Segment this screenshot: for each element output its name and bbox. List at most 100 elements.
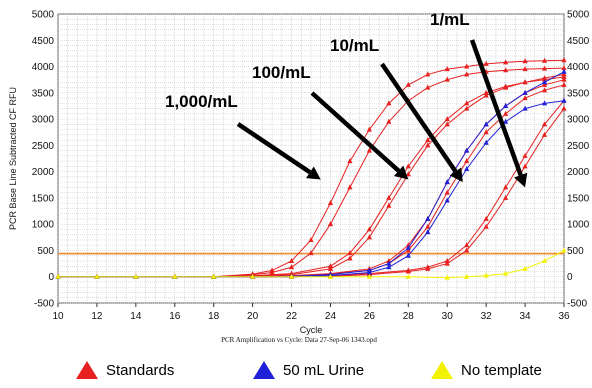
data-point-standards (483, 129, 489, 135)
data-point-urine (541, 79, 548, 85)
annotation-arrow (380, 62, 458, 173)
y-tick-label-right: 2500 (567, 141, 590, 152)
data-point-urine (541, 100, 548, 106)
annotation-arrow (236, 122, 312, 175)
y-tick-label-right: 1500 (567, 193, 590, 204)
data-point-standards (483, 89, 489, 95)
legend-label: 50 mL Urine (283, 361, 365, 379)
data-point-urine (464, 147, 470, 153)
data-point-standards (405, 163, 411, 169)
data-point-no_template (94, 273, 100, 279)
y-tick-label-left: 3000 (32, 115, 55, 126)
data-point-standards (425, 137, 431, 143)
data-point-standards (522, 95, 528, 101)
data-point-no_template (464, 273, 470, 279)
data-point-standards (541, 57, 548, 63)
data-point-standards (464, 247, 470, 253)
data-point-no_template (561, 247, 567, 253)
data-point-standards (464, 63, 470, 69)
data-point-standards (483, 60, 489, 66)
data-point-standards (444, 121, 450, 127)
data-point-urine (405, 252, 411, 258)
legend-label: No template (461, 361, 542, 379)
x-tick-label: 28 (403, 311, 415, 322)
y-tick-label-right: 2000 (567, 167, 590, 178)
x-tick-label: 34 (520, 311, 532, 322)
data-point-no_template (211, 273, 217, 279)
y-tick-label-right: 1000 (567, 220, 590, 231)
x-tick-label: 32 (481, 311, 493, 322)
data-point-standards (541, 65, 548, 71)
data-point-urine (386, 264, 392, 270)
data-point-standards (483, 215, 489, 221)
data-point-standards (522, 79, 528, 85)
data-point-standards (541, 87, 548, 93)
data-point-standards (541, 81, 548, 87)
yellow-triangle-icon (431, 361, 453, 379)
x-tick-label: 26 (364, 311, 376, 322)
legend-label: Standards (106, 361, 175, 379)
legend: Standards 50 mL Urine No template (0, 361, 592, 385)
data-point-standards (503, 67, 509, 73)
data-point-urine (522, 89, 528, 95)
x-tick-label: 30 (442, 311, 454, 322)
data-point-no_template (522, 265, 528, 271)
data-point-standards (386, 194, 392, 200)
data-point-urine (386, 260, 392, 266)
data-point-urine (464, 166, 470, 172)
data-point-no_template (483, 272, 489, 278)
y-tick-label-right: 5000 (567, 10, 590, 21)
data-point-standards (503, 110, 509, 116)
data-point-urine (503, 118, 509, 124)
data-point-standards (308, 250, 314, 256)
data-point-urine (561, 68, 567, 74)
y-tick-label-left: 4000 (32, 62, 55, 73)
chart-caption: PCR Amplification vs Cycle: Data 27-Sep-… (221, 336, 377, 344)
data-point-standards (561, 74, 567, 80)
legend-item-no-template: No template (431, 361, 542, 379)
blue-triangle-icon (253, 361, 275, 379)
data-point-no_template (366, 273, 372, 279)
data-point-standards (405, 171, 411, 177)
data-point-standards (444, 66, 450, 72)
y-tick-label-left: 4500 (32, 36, 55, 47)
y-tick-label-right: 3500 (567, 88, 590, 99)
data-point-standards (503, 84, 509, 90)
data-point-no_template (327, 273, 334, 279)
data-point-no_template (55, 273, 61, 279)
data-point-standards (425, 84, 431, 90)
data-point-standards (347, 255, 353, 261)
y-tick-label-left: 1500 (32, 193, 55, 204)
data-point-standards (366, 226, 372, 232)
data-point-standards (288, 257, 295, 263)
x-tick-label: 10 (52, 311, 64, 322)
y-axis-label: PCR Base Line Subtracted CF RFU (8, 87, 18, 230)
data-point-standards (561, 105, 567, 111)
data-point-urine (483, 121, 489, 127)
data-point-standards (464, 71, 470, 77)
data-point-no_template (250, 273, 256, 279)
data-point-urine (444, 197, 450, 203)
data-point-no_template (444, 274, 450, 280)
y-tick-label-right: 0 (567, 272, 573, 283)
annotation-arrowhead (514, 172, 528, 188)
x-tick-label: 24 (325, 311, 337, 322)
data-point-standards (503, 194, 509, 200)
data-point-standards (425, 223, 431, 229)
annotation-arrowhead (449, 167, 463, 183)
data-point-standards (366, 126, 372, 132)
data-point-standards (444, 260, 450, 266)
data-point-standards (444, 116, 450, 122)
y-tick-label-left: 0 (48, 272, 54, 283)
data-point-standards (541, 75, 548, 81)
data-point-no_template (172, 273, 178, 279)
data-point-standards (541, 121, 548, 127)
x-tick-label: 12 (91, 311, 103, 322)
data-point-standards (288, 264, 295, 270)
x-tick-label: 18 (208, 311, 220, 322)
data-point-standards (405, 247, 411, 253)
data-point-standards (386, 100, 392, 106)
data-point-standards (386, 118, 392, 124)
data-point-standards (483, 223, 489, 229)
annotation-arrow (310, 91, 401, 173)
